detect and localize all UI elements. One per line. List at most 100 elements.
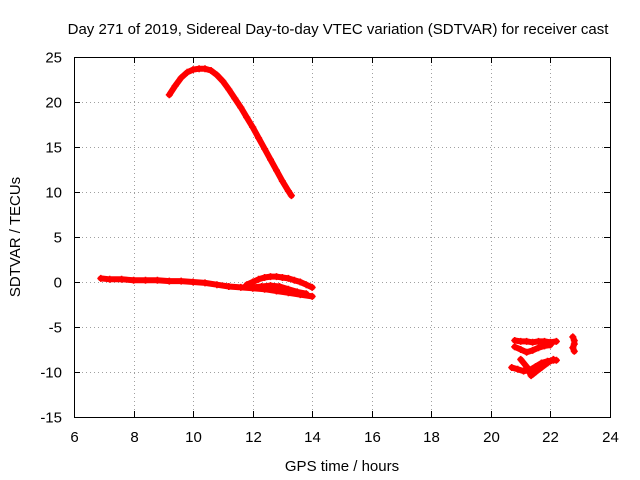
- data-point: [255, 275, 263, 283]
- y-tick-label: 15: [45, 140, 62, 157]
- data-point: [517, 337, 525, 345]
- data-point: [293, 288, 301, 296]
- data-point: [538, 364, 545, 371]
- data-point: [546, 341, 554, 349]
- data-point: [267, 282, 274, 290]
- chart-title: Day 271 of 2019, Sidereal Day-to-day VTE…: [68, 21, 610, 38]
- y-tick-label: 25: [45, 50, 62, 67]
- x-tick-label: 16: [364, 429, 381, 446]
- series-track-i: [569, 333, 578, 355]
- data-point: [258, 283, 266, 290]
- y-tick-labels: -15 -10 -5 0 5 10 15 20 25: [40, 50, 62, 427]
- data-point: [237, 283, 245, 291]
- data-point: [243, 281, 251, 289]
- data-point: [517, 346, 525, 353]
- data-point: [213, 281, 221, 289]
- x-tick-label: 14: [304, 429, 321, 446]
- data-point: [142, 276, 149, 284]
- data-point: [508, 364, 516, 371]
- data-point: [276, 283, 283, 290]
- y-tick-label: -5: [49, 320, 62, 337]
- x-tick-label: 6: [70, 429, 78, 446]
- data-point: [177, 74, 185, 82]
- data-point: [284, 187, 292, 195]
- data-point: [189, 66, 197, 74]
- data-point: [201, 65, 209, 73]
- series-track-h: [517, 355, 557, 380]
- x-tick-label: 8: [130, 429, 138, 446]
- data-point: [308, 283, 316, 291]
- series-track-a: [165, 65, 295, 200]
- data-point: [267, 156, 274, 164]
- data-point: [549, 355, 557, 363]
- data-point: [290, 276, 298, 284]
- data-point: [219, 77, 227, 85]
- data-point: [569, 333, 577, 341]
- data-point: [287, 192, 295, 200]
- data-point: [535, 337, 542, 345]
- data-point: [231, 94, 239, 102]
- x-tick-label: 22: [542, 429, 559, 446]
- y-tick-label: 5: [54, 230, 62, 247]
- y-tick-label: -15: [40, 410, 62, 427]
- data-point: [189, 278, 197, 286]
- data-point: [106, 275, 114, 283]
- data-point: [527, 372, 535, 380]
- data-point: [130, 276, 138, 284]
- y-axis-label: SDTVAR / TECUs: [7, 177, 24, 297]
- data-point: [273, 273, 280, 281]
- data-point: [201, 279, 209, 287]
- x-tick-label: 20: [483, 429, 500, 446]
- data-point: [523, 348, 531, 356]
- data-point: [261, 274, 269, 281]
- data-point: [153, 276, 161, 284]
- data-point: [523, 337, 531, 345]
- data-point: [570, 347, 578, 355]
- x-tick-label: 12: [245, 429, 262, 446]
- data-point: [278, 274, 286, 281]
- data-point: [511, 343, 519, 351]
- data-point: [296, 278, 304, 286]
- data-point: [523, 363, 531, 371]
- data-point: [544, 359, 551, 367]
- y-tick-label: -10: [40, 365, 62, 382]
- data-point: [308, 292, 316, 300]
- data-point: [207, 67, 215, 74]
- y-tick-label: 0: [54, 275, 62, 292]
- data-point: [165, 91, 173, 99]
- data-point: [529, 338, 537, 346]
- data-point: [261, 145, 269, 153]
- x-tick-label: 24: [602, 429, 619, 446]
- data-point: [535, 344, 542, 352]
- data-point: [511, 337, 519, 344]
- data-series-layer: [97, 65, 578, 380]
- axis-ticks: [74, 57, 611, 418]
- data-point: [284, 274, 292, 282]
- data-point: [255, 134, 263, 142]
- x-axis-label: GPS time / hours: [285, 458, 399, 475]
- data-point: [541, 342, 548, 350]
- data-point: [97, 274, 105, 282]
- data-point: [570, 340, 578, 348]
- data-point: [284, 285, 292, 293]
- data-point: [302, 281, 310, 289]
- data-point: [243, 113, 251, 121]
- data-point: [195, 65, 203, 73]
- data-point: [267, 273, 274, 281]
- data-point: [183, 68, 191, 76]
- series-line: [166, 65, 295, 199]
- data-point: [118, 275, 126, 283]
- y-tick-label: 10: [45, 185, 62, 202]
- series-track-d: [249, 282, 310, 298]
- data-point: [302, 290, 310, 298]
- y-tick-label: 20: [45, 95, 62, 112]
- data-point: [225, 283, 233, 290]
- data-point: [552, 337, 560, 345]
- data-point: [529, 346, 537, 354]
- series-track-f: [511, 341, 554, 356]
- x-tick-labels: 6 8 10 12 14 16 18 20 22 24: [70, 429, 619, 446]
- data-point: [514, 365, 522, 373]
- data-point: [225, 85, 233, 93]
